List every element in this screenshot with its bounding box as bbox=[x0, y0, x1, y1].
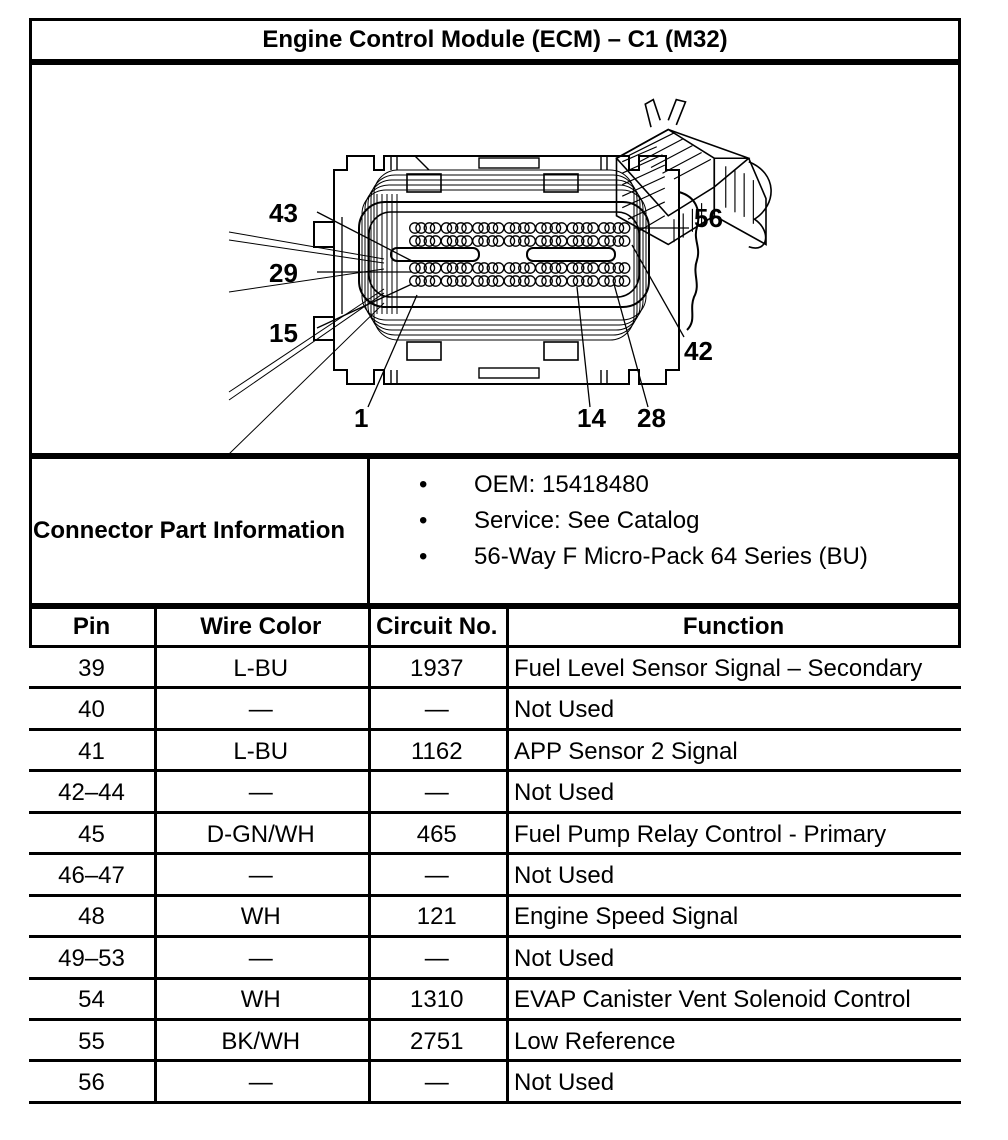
svg-text:43: 43 bbox=[269, 198, 298, 228]
svg-text:28: 28 bbox=[637, 403, 666, 433]
svg-text:29: 29 bbox=[269, 258, 298, 288]
svg-text:42: 42 bbox=[684, 336, 713, 366]
svg-text:1: 1 bbox=[354, 403, 368, 433]
svg-text:15: 15 bbox=[269, 318, 298, 348]
svg-text:14: 14 bbox=[577, 403, 606, 433]
